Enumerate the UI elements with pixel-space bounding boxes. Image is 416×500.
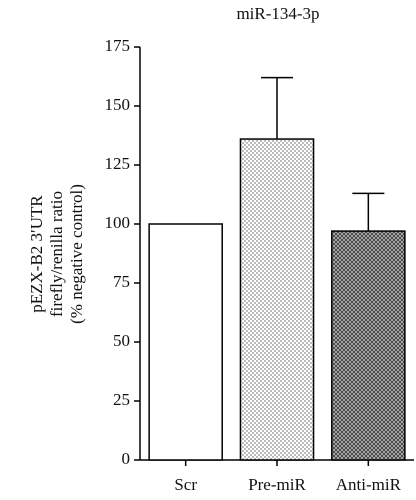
bar — [239, 138, 315, 461]
y-label-line: (% negative control) — [67, 184, 86, 324]
x-tick-label: Pre-miR — [248, 475, 306, 494]
y-tick-label: 25 — [113, 390, 130, 409]
x-tick-label: Anti-miR — [336, 475, 402, 494]
y-tick-label: 75 — [113, 272, 130, 291]
bar — [331, 230, 406, 461]
y-tick-label: 175 — [105, 36, 131, 55]
y-label-line: pEZX-B2 3′UTR — [27, 195, 46, 313]
y-tick-label: 150 — [105, 95, 131, 114]
chart-title: miR-134-3p — [236, 4, 319, 23]
y-tick-label: 0 — [122, 449, 131, 468]
y-axis-label: pEZX-B2 3′UTR firefly/renilla ratio (% n… — [27, 184, 86, 324]
y-tick-label: 50 — [113, 331, 130, 350]
y-label-line: firefly/renilla ratio — [47, 191, 66, 317]
bar — [148, 223, 223, 461]
x-tick-label: Scr — [174, 475, 197, 494]
y-tick-label: 100 — [105, 213, 131, 232]
y-tick-label: 125 — [105, 154, 131, 173]
